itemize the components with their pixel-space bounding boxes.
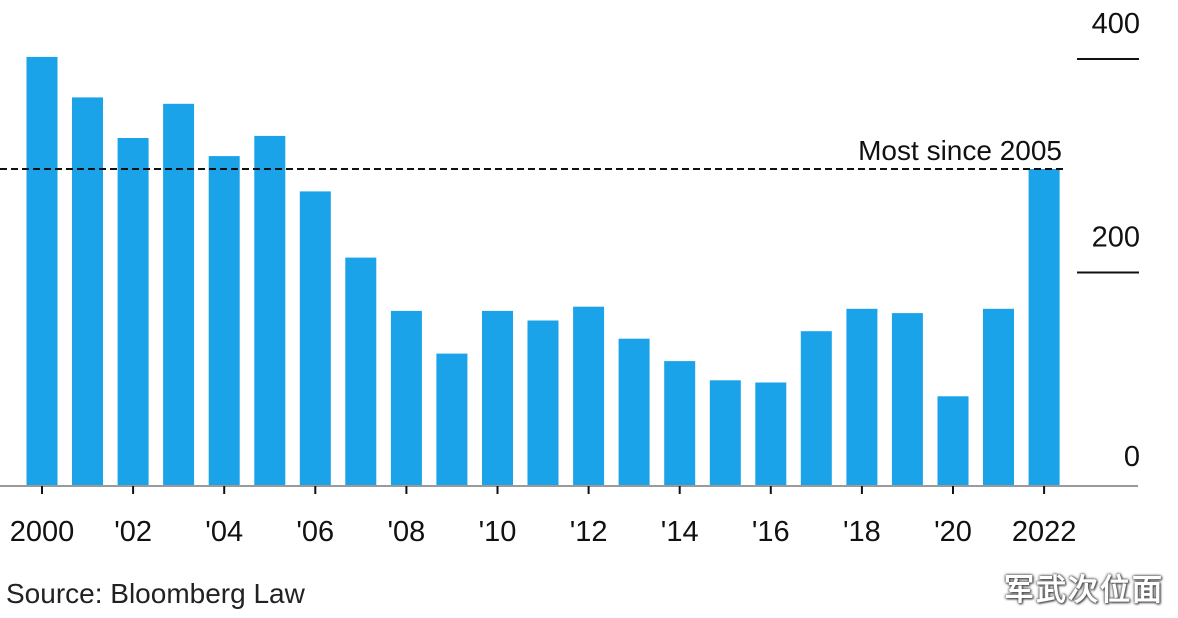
bar-2012 [573, 306, 605, 486]
bar-2020 [937, 396, 969, 486]
x-tick-label-2004: '04 [205, 516, 243, 548]
y-tick-label-0: 0 [1124, 441, 1140, 473]
bars-group [26, 56, 1060, 487]
x-tick-label-2018: '18 [843, 516, 881, 548]
x-tick-label-2014: '14 [661, 516, 699, 548]
bar-2017 [800, 331, 832, 486]
bar-2004 [208, 156, 240, 486]
bar-2005 [254, 135, 286, 486]
bar-2015 [709, 380, 741, 486]
reference-line-group: Most since 2005 [0, 135, 1064, 170]
x-tick-label-2006: '06 [296, 516, 334, 548]
x-tick-label-2016: '16 [752, 516, 790, 548]
bar-2000 [26, 56, 58, 487]
bar-2006 [299, 191, 331, 486]
bar-2019 [891, 313, 923, 486]
bar-2013 [618, 338, 650, 486]
bar-2021 [983, 308, 1014, 486]
bar-2016 [755, 382, 787, 486]
x-tick-label-2000: 2000 [10, 516, 75, 548]
bar-2014 [664, 361, 696, 486]
bar-2018 [846, 308, 878, 486]
y-tick-label-400: 400 [1092, 8, 1140, 40]
x-tick-label-2012: '12 [570, 516, 608, 548]
bar-2011 [527, 320, 559, 486]
y-tick-label-200: 200 [1092, 222, 1140, 254]
reference-line-label: Most since 2005 [858, 135, 1062, 166]
bar-2007 [345, 257, 377, 486]
bar-2010 [482, 310, 513, 486]
x-tick-label-2002: '02 [114, 516, 152, 548]
source-note: Source: Bloomberg Law [6, 578, 305, 609]
bar-2022 [1028, 169, 1060, 486]
bar-2002 [117, 138, 149, 486]
x-axis: 2000 '02 '04 '06 '08 '10 '12 '14 '16 '18 '20 2022 [0, 485, 1138, 548]
x-tick-label-2020: '20 [934, 516, 972, 548]
x-tick-label-2008: '08 [388, 516, 426, 548]
x-tick-label-2022: 2022 [1012, 516, 1077, 548]
x-tick-label-2010: '10 [479, 516, 517, 548]
watermark: 军武次位面 [1004, 573, 1164, 608]
bar-2003 [163, 103, 195, 487]
y-axis: 400 200 0 [1077, 8, 1140, 473]
bar-2001 [72, 97, 103, 487]
bar-2008 [390, 310, 422, 486]
bar-2009 [436, 353, 468, 486]
